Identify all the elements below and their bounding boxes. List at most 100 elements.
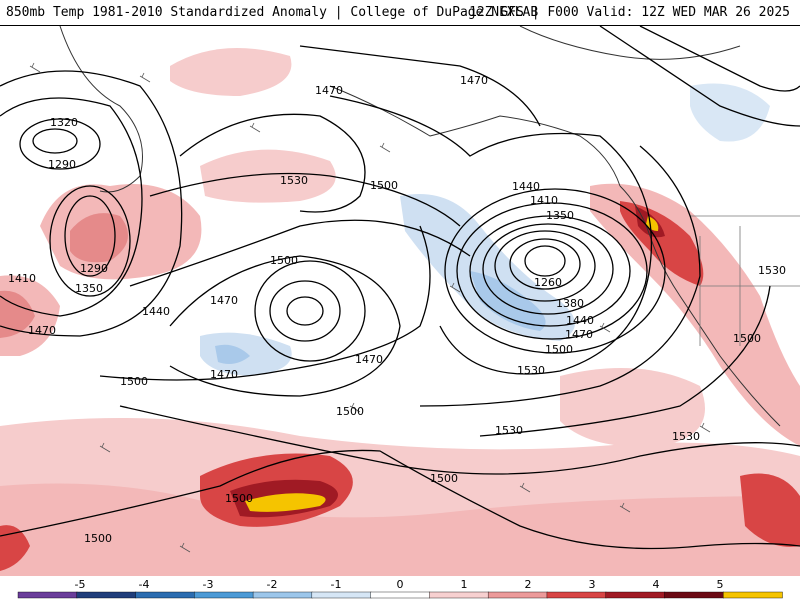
contour-pacific-1 [329,95,653,375]
coastline-canada-north [519,26,741,60]
contour-label: 1440 [566,314,594,327]
scale-swatch [135,591,196,599]
scale-tick-label: -4 [139,578,150,591]
contour-label: 1500 [733,332,761,345]
wind-barb [29,62,41,73]
contour-west-2 [0,70,183,337]
cool-anomaly-ne [690,83,770,142]
warm-anomaly-sw [0,525,30,571]
scale-swatches [17,591,783,599]
scale-swatch [605,591,666,599]
contour-label: 1290 [48,158,76,171]
scale-swatch [487,591,548,599]
wind-barb [249,122,261,133]
contour-label: 1530 [758,264,786,277]
wind-barb [99,442,111,453]
scale-swatch [370,591,431,599]
coastline-alaska [329,85,621,187]
contour-central-low-2 [269,280,341,342]
contour-label: 1350 [75,282,103,295]
contour-label: 1350 [546,209,574,222]
contour-label: 1530 [517,364,545,377]
contour-goa-low-7 [444,188,666,354]
wind-barb [449,282,461,293]
contour-goa-low-4 [482,223,614,315]
contour-nw-low-4 [49,185,131,297]
contour-north-2 [149,172,461,227]
contour-label: 1500 [545,343,573,356]
warm-anomaly-pacific [560,368,705,447]
scale-tick-label: -1 [331,578,342,591]
valid-time: 12Z GFS | F000 Valid: 12Z WED MAR 26 202… [469,5,790,20]
contour-label: 1500 [225,492,253,505]
scale-swatch [429,591,489,599]
contour-label: 1410 [8,272,36,285]
contour-nw-low-3 [64,195,116,277]
wind-barb [619,502,631,513]
contour-label: 1440 [512,180,540,193]
contour-pacific-3 [479,285,771,437]
contour-west-1 [0,97,143,317]
contour-label: 1410 [530,194,558,207]
contour-central-4 [169,255,401,397]
scale-swatch [546,591,607,599]
contour-label: 1470 [315,84,343,97]
contour-label: 1530 [672,430,700,443]
contour-goa-low-6 [456,202,648,340]
anomaly-map: 1320 1290 1290 1350 1410 1470 1470 1530 … [0,26,800,576]
warm-anomaly-north [200,149,336,203]
wind-barbs [29,62,711,553]
contour-label: 1260 [534,276,562,289]
contour-label: 1320 [50,116,78,129]
scale-tick-label: -2 [267,578,278,591]
contour-label: 1380 [556,297,584,310]
scale-tick-label: 3 [589,578,596,591]
wind-barb [379,142,391,153]
contour-subtropics-1 [119,405,800,475]
contour-top-ne-2 [639,26,800,92]
cool-anomaly-gulf-core [470,271,546,331]
contour-pacific-2 [419,145,701,407]
contour-label: 1470 [355,353,383,366]
wind-barb [519,482,531,493]
contour-label: 1500 [430,472,458,485]
scale-swatch [311,591,372,599]
wind-barb [139,72,151,83]
contour-label: 1500 [120,375,148,388]
contour-label: 1500 [270,254,298,267]
scale-swatch [194,591,254,599]
warm-anomaly-subtropics-2 [0,483,800,576]
wind-barb [179,542,191,553]
contour-north-1 [179,113,366,213]
contour-central-5 [99,225,431,381]
contour-goa-low-1 [524,245,566,277]
contour-goa-low-5 [469,215,631,327]
warm-anomaly-top [170,48,292,96]
scale-tick-label: 0 [397,578,404,591]
contour-top-ne [599,26,800,127]
wind-barb [599,322,611,333]
contour-central-low-3 [254,260,366,362]
contour-label: 1470 [28,324,56,337]
cool-anomaly-central-core [215,344,250,364]
contour-label: 1470 [460,74,488,87]
scale-swatch [17,591,78,599]
contour-goa-low-3 [494,230,596,302]
contour-label: 1440 [142,305,170,318]
scale-tick-label: 4 [653,578,660,591]
scale-swatch [664,591,724,599]
coastline-asia [59,26,143,193]
contour-label: 1470 [565,328,593,341]
contour-label: 1470 [210,294,238,307]
scale-swatch [76,591,137,599]
contour-nw-low-2 [19,118,101,170]
contour-nw-low-inner [32,128,78,154]
warm-anomaly-west-core [0,290,35,338]
warm-anomaly-se [740,473,800,547]
contour-label: 1500 [84,532,112,545]
contour-top-north [299,45,541,127]
map-header: 850mb Temp 1981-2010 Standardized Anomal… [0,0,800,26]
scale-tick-label: 1 [461,578,468,591]
contour-label: 1500 [370,179,398,192]
scale-swatch [723,591,783,599]
